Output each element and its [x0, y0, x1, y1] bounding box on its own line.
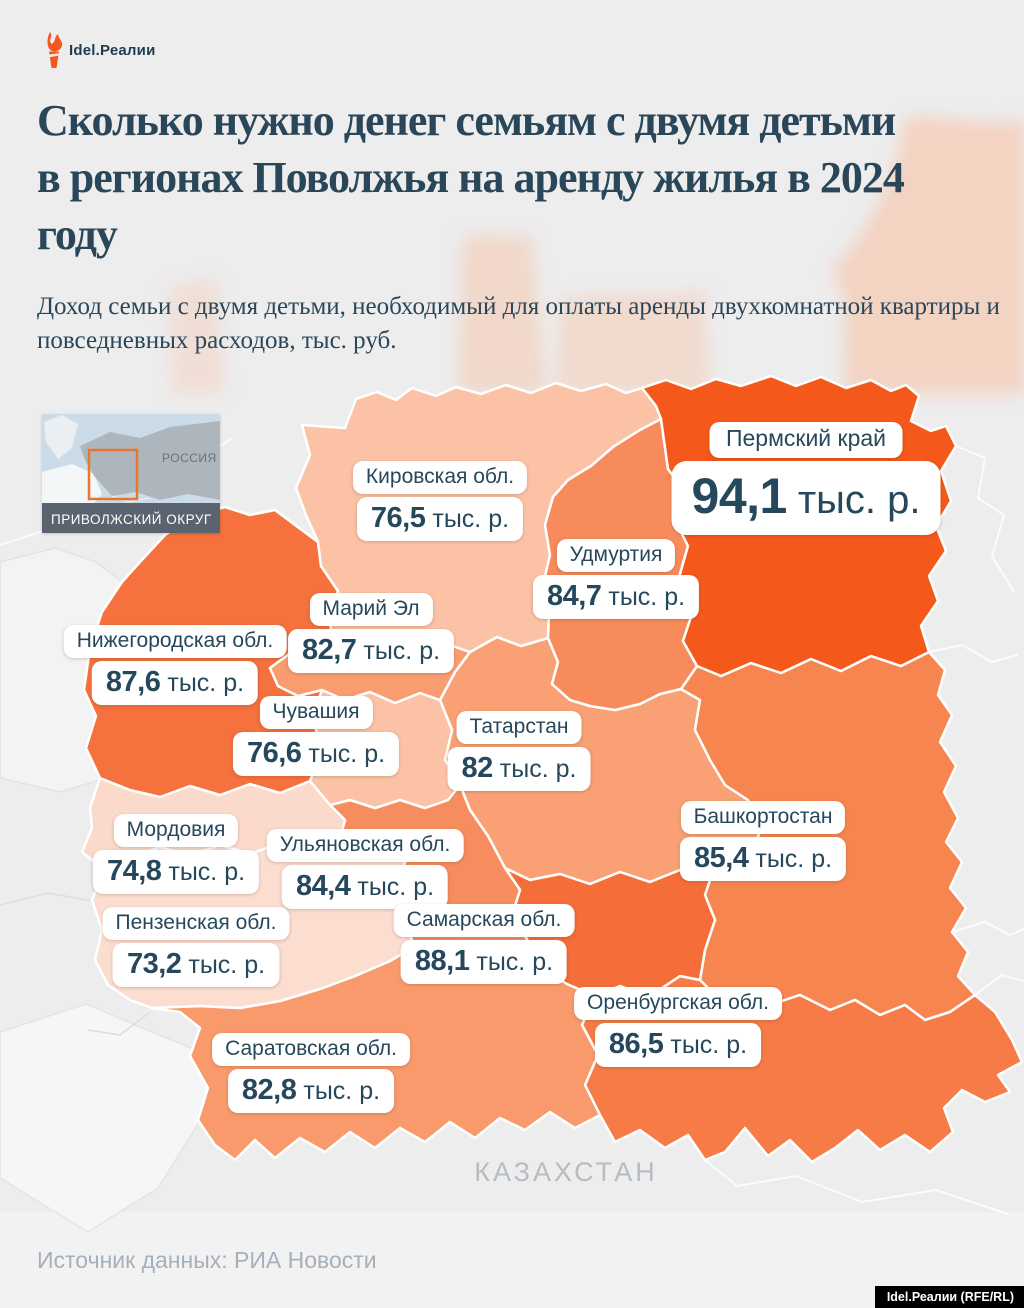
inset-russia: [80, 421, 220, 500]
region-label-penza: Пензенская обл. 73,2 тыс. р.: [102, 907, 290, 987]
region-label-udmurtia: Удмуртия 84,7 тыс. р.: [532, 539, 700, 619]
region-label-mari-el: Марий Эл 82,7 тыс. р.: [287, 593, 455, 673]
region-label-ulyanovsk: Ульяновская обл. 84,4 тыс. р.: [266, 829, 464, 909]
region-name: Ульяновская обл.: [266, 829, 464, 862]
region-label-mordovia: Мордовия 74,8 тыс. р.: [92, 814, 260, 894]
region-value-unit: тыс. р.: [308, 739, 386, 768]
region-value-number: 73,2: [126, 947, 182, 980]
region-value-unit: тыс. р.: [188, 950, 266, 979]
footer-band: [0, 1212, 1024, 1308]
region-value-number: 86,5: [608, 1027, 664, 1060]
inset-caption-bar: [42, 503, 220, 533]
region-name: Татарстан: [456, 711, 582, 744]
region-value-unit: тыс. р.: [432, 504, 510, 533]
region-name: Саратовская обл.: [212, 1033, 410, 1066]
inset-district-label: ПРИВОЛЖСКИЙ ОКРУГ: [51, 512, 212, 527]
inset-europe: [42, 464, 102, 510]
copyright-credit: Idel.Реалии (RFE/RL): [874, 1286, 1024, 1308]
region-value-number: 76,6: [246, 736, 302, 769]
page-title: Сколько нужно денег семьям с двумя детьм…: [37, 96, 905, 259]
region-value: 88,1 тыс. р.: [400, 939, 568, 984]
inset-locator-map: РОССИЯ ПРИВОЛЖСКИЙ ОКРУГ: [42, 414, 220, 533]
region-label-nizhny-novgorod: Нижегородская обл. 87,6 тыс. р.: [63, 625, 287, 705]
torch-icon: [47, 32, 63, 68]
region-value: 86,5 тыс. р.: [594, 1022, 762, 1067]
region-value-unit: тыс. р.: [168, 857, 246, 886]
region-name: Самарская обл.: [393, 904, 575, 937]
region-name: Нижегородская обл.: [63, 625, 287, 658]
region-value-unit: тыс. р.: [499, 754, 577, 783]
region-value: 87,6 тыс. р.: [91, 660, 259, 705]
region-label-perm: Пермский край 94,1 тыс. р.: [671, 422, 941, 535]
region-value-unit: тыс. р.: [670, 1030, 748, 1059]
region-value-number: 76,5: [370, 501, 426, 534]
region-value-unit: тыс. р.: [608, 582, 686, 611]
region-value-number: 84,7: [546, 579, 602, 612]
region-label-bashkortostan: Башкортостан 85,4 тыс. р.: [679, 801, 847, 881]
region-value-number: 82,7: [301, 633, 357, 666]
region-name: Чувашия: [259, 696, 373, 729]
region-label-kirov: Кировская обл. 76,5 тыс. р.: [352, 461, 528, 541]
region-label-orenburg: Оренбургская обл. 86,5 тыс. р.: [574, 987, 782, 1067]
region-value-number: 84,4: [295, 869, 351, 902]
region-value-number: 82: [461, 751, 494, 784]
region-value-unit: тыс. р.: [303, 1076, 381, 1105]
inset-highlight-rect: [87, 448, 139, 501]
region-value-number: 74,8: [106, 854, 162, 887]
brand-name: Idel.Реалии: [69, 41, 156, 59]
page-subtitle: Доход семьи с двумя детьми, необходимый …: [37, 293, 1000, 354]
region-value-unit: тыс. р.: [167, 668, 245, 697]
region-name: Кировская обл.: [352, 461, 528, 494]
region-value-number: 82,8: [241, 1073, 297, 1106]
region-label-saratov: Саратовская обл. 82,8 тыс. р.: [212, 1033, 410, 1113]
region-value: 94,1 тыс. р.: [671, 460, 941, 535]
region-name: Марий Эл: [309, 593, 433, 626]
region-name: Мордовия: [113, 814, 239, 847]
region-value: 82,8 тыс. р.: [227, 1068, 395, 1113]
ghost-map-shapes: [168, 117, 1024, 394]
brand-logo: Idel.Реалии: [40, 31, 156, 69]
region-name: Оренбургская обл.: [574, 987, 782, 1020]
region-name: Пензенская обл.: [102, 907, 290, 940]
region-value-unit: тыс. р.: [363, 636, 441, 665]
inset-scandinavia: [44, 415, 78, 459]
inset-country-label: РОССИЯ: [162, 451, 217, 465]
region-name: Башкортостан: [680, 801, 846, 834]
region-value: 73,2 тыс. р.: [112, 942, 280, 987]
region-value-unit: тыс. р.: [755, 844, 833, 873]
neighbor-country-label: КАЗАХСТАН: [474, 1157, 658, 1187]
region-label-samara: Самарская обл. 88,1 тыс. р.: [393, 904, 575, 984]
region-value-unit: тыс. р.: [797, 477, 921, 522]
region-value: 84,7 тыс. р.: [532, 574, 700, 619]
region-name: Пермский край: [709, 422, 903, 458]
region-value: 82 тыс. р.: [447, 746, 591, 791]
region-value: 76,5 тыс. р.: [356, 496, 524, 541]
outside-border-lines-gray: [0, 892, 151, 1036]
region-value-number: 88,1: [414, 944, 470, 977]
region-value: 85,4 тыс. р.: [679, 836, 847, 881]
region-value-number: 87,6: [105, 665, 161, 698]
region-value-number: 85,4: [693, 841, 749, 874]
data-source-note: Источник данных: РИА Новости: [37, 1247, 377, 1273]
region-value-unit: тыс. р.: [476, 947, 554, 976]
region-label-tatarstan: Татарстан 82 тыс. р.: [447, 711, 591, 791]
region-label-chuvashia: Чувашия 76,6 тыс. р.: [232, 696, 400, 776]
region-value: 74,8 тыс. р.: [92, 849, 260, 894]
region-value-number: 94,1: [691, 467, 788, 524]
region-value: 82,7 тыс. р.: [287, 628, 455, 673]
region-name: Удмуртия: [556, 539, 676, 572]
region-value: 76,6 тыс. р.: [232, 731, 400, 776]
region-value: 84,4 тыс. р.: [281, 864, 449, 909]
region-value-unit: тыс. р.: [357, 872, 435, 901]
